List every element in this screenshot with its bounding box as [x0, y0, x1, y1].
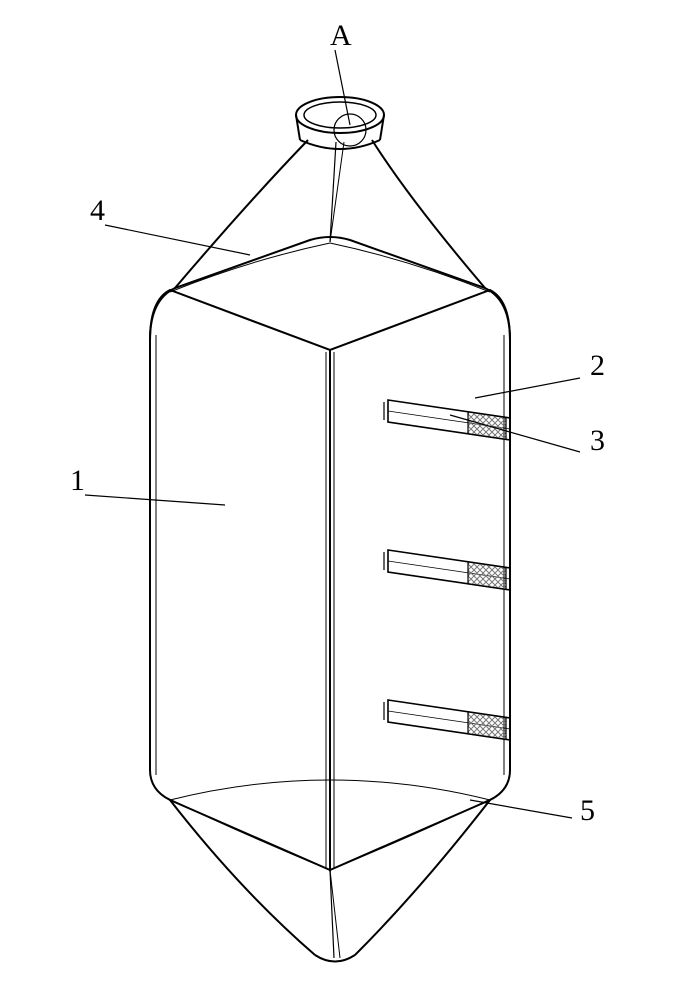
- pyr-ridge-front2: [330, 142, 344, 242]
- label-n3: 3: [590, 424, 605, 457]
- leader-n4: [105, 225, 250, 255]
- pyr-ridge-front: [330, 142, 336, 242]
- straps: [384, 400, 510, 740]
- label-n5: 5: [580, 794, 595, 827]
- leader-n5: [470, 800, 572, 818]
- pyr-ridge-back: [330, 223, 460, 261]
- leader-A: [335, 50, 350, 125]
- label-n1: 1: [70, 464, 85, 497]
- vessel: [150, 97, 510, 962]
- shoulder-curve-l: [170, 243, 330, 292]
- label-A: A: [330, 19, 352, 52]
- leader-n2: [475, 378, 580, 398]
- body-left-face: [150, 290, 330, 870]
- hopper-tip: [315, 955, 355, 962]
- label-n4: 4: [90, 194, 105, 227]
- label-n2: 2: [590, 349, 605, 382]
- shoulder-curve-r: [330, 243, 490, 292]
- hopper-ridge-left: [170, 800, 315, 955]
- hopper-ridge-right: [355, 800, 490, 955]
- leader-n1: [85, 495, 225, 505]
- pyr-ridge-left: [175, 140, 308, 288]
- pyr-ridge-right: [372, 140, 485, 288]
- neck-bottom: [300, 140, 380, 149]
